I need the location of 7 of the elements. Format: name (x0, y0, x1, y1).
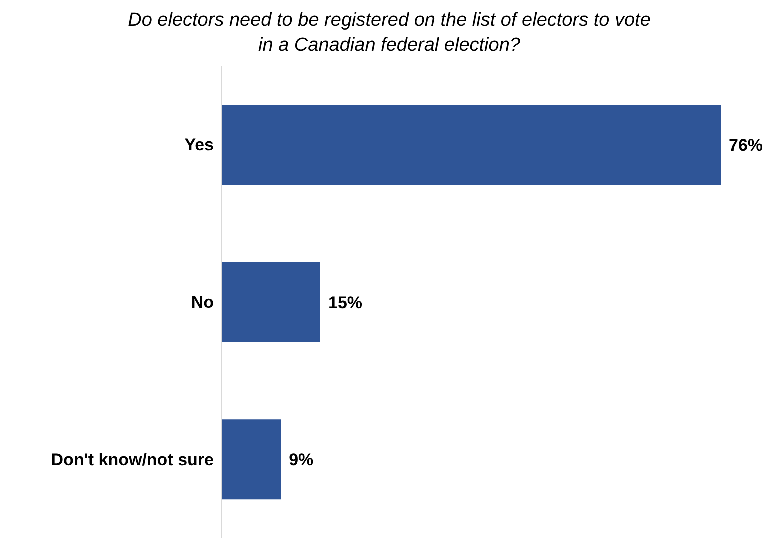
chart-title: Do electors need to be registered on the list of electors to vote in a Canadian federal election? (127, 9, 652, 58)
data-label: 15% (328, 293, 363, 312)
y-tick-label: Yes (184, 136, 214, 155)
data-label: 76% (729, 136, 764, 156)
y-tick-label: No (191, 293, 214, 312)
y-tick-label: Don't know/not sure (51, 450, 214, 470)
data-label: 9% (289, 450, 314, 470)
